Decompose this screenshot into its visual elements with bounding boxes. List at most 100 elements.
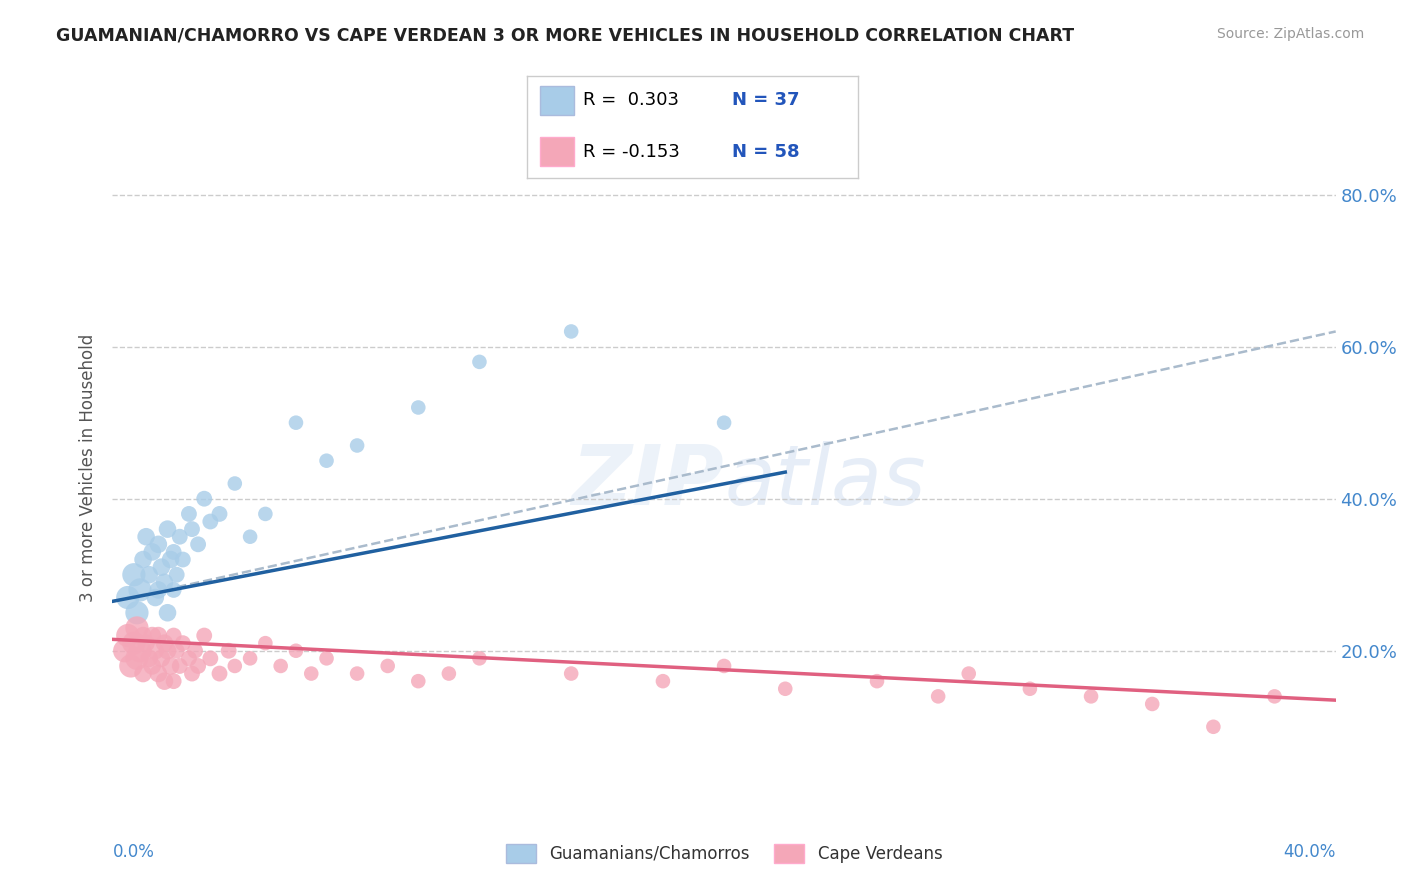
Point [1264, 690, 1286, 704]
Point [1080, 690, 1102, 704]
Point [135, 636, 157, 650]
Text: ZIP: ZIP [571, 442, 724, 522]
Point [156, 606, 179, 620]
Point [163, 674, 186, 689]
Point [159, 552, 181, 566]
Point [129, 644, 152, 658]
Point [132, 628, 155, 642]
Point [713, 416, 735, 430]
Point [775, 681, 797, 696]
Point [377, 659, 399, 673]
Point [408, 674, 430, 689]
Point [125, 621, 148, 635]
Text: N = 37: N = 37 [733, 92, 800, 110]
Point [169, 530, 191, 544]
Point [346, 438, 368, 452]
Point [208, 666, 231, 681]
Point [156, 522, 179, 536]
Point [122, 567, 145, 582]
Point [218, 644, 240, 658]
Point [125, 606, 148, 620]
Point [169, 659, 191, 673]
Point [239, 530, 262, 544]
Point [713, 659, 735, 673]
Point [468, 355, 491, 369]
Point [141, 659, 163, 673]
Point [193, 628, 215, 642]
Point [315, 453, 337, 467]
Point [957, 666, 980, 681]
Point [299, 666, 322, 681]
Point [153, 636, 176, 650]
Point [346, 666, 368, 681]
Point [560, 666, 582, 681]
Point [138, 567, 160, 582]
Point [129, 582, 152, 597]
Point [156, 644, 179, 658]
Point [193, 491, 215, 506]
Point [150, 651, 173, 665]
Point [224, 476, 246, 491]
Point [159, 659, 181, 673]
Point [148, 582, 170, 597]
Point [408, 401, 430, 415]
Point [239, 651, 262, 665]
Point [172, 552, 194, 566]
Point [163, 628, 186, 642]
Point [284, 644, 308, 658]
Bar [540, 87, 574, 115]
Text: Source: ZipAtlas.com: Source: ZipAtlas.com [1216, 27, 1364, 41]
Point [141, 545, 163, 559]
Point [172, 636, 194, 650]
Point [143, 591, 166, 605]
Point [177, 507, 200, 521]
Point [200, 651, 222, 665]
Point [153, 674, 176, 689]
Point [208, 507, 231, 521]
Bar [540, 137, 574, 166]
Point [181, 666, 204, 681]
Point [122, 636, 145, 650]
Point [143, 644, 166, 658]
Point [468, 651, 491, 665]
Point [200, 515, 222, 529]
Point [148, 666, 170, 681]
Point [1018, 681, 1040, 696]
Y-axis label: 3 or more Vehicles in Household: 3 or more Vehicles in Household [79, 334, 97, 602]
Text: R = -0.153: R = -0.153 [583, 143, 681, 161]
Point [163, 582, 186, 597]
Point [284, 416, 308, 430]
Point [114, 644, 136, 658]
Point [125, 651, 148, 665]
Legend: Guamanians/Chamorros, Cape Verdeans: Guamanians/Chamorros, Cape Verdeans [498, 836, 950, 871]
Point [560, 325, 582, 339]
Point [132, 666, 155, 681]
Point [153, 575, 176, 590]
Point [166, 567, 188, 582]
Point [117, 591, 139, 605]
Point [117, 628, 139, 642]
Point [148, 537, 170, 551]
Text: GUAMANIAN/CHAMORRO VS CAPE VERDEAN 3 OR MORE VEHICLES IN HOUSEHOLD CORRELATION C: GUAMANIAN/CHAMORRO VS CAPE VERDEAN 3 OR … [56, 27, 1074, 45]
Point [166, 644, 188, 658]
Point [254, 636, 277, 650]
Point [187, 659, 209, 673]
Text: 40.0%: 40.0% [1284, 843, 1336, 861]
Point [652, 674, 675, 689]
Point [254, 507, 277, 521]
Text: atlas: atlas [724, 442, 925, 522]
Point [224, 659, 246, 673]
Point [138, 651, 160, 665]
Point [150, 560, 173, 574]
Point [181, 522, 204, 536]
Point [927, 690, 949, 704]
Point [184, 644, 207, 658]
Point [141, 628, 163, 642]
Text: N = 58: N = 58 [733, 143, 800, 161]
Point [148, 628, 170, 642]
Point [1142, 697, 1164, 711]
Point [315, 651, 337, 665]
Point [132, 552, 155, 566]
Point [270, 659, 292, 673]
Text: 0.0%: 0.0% [112, 843, 155, 861]
